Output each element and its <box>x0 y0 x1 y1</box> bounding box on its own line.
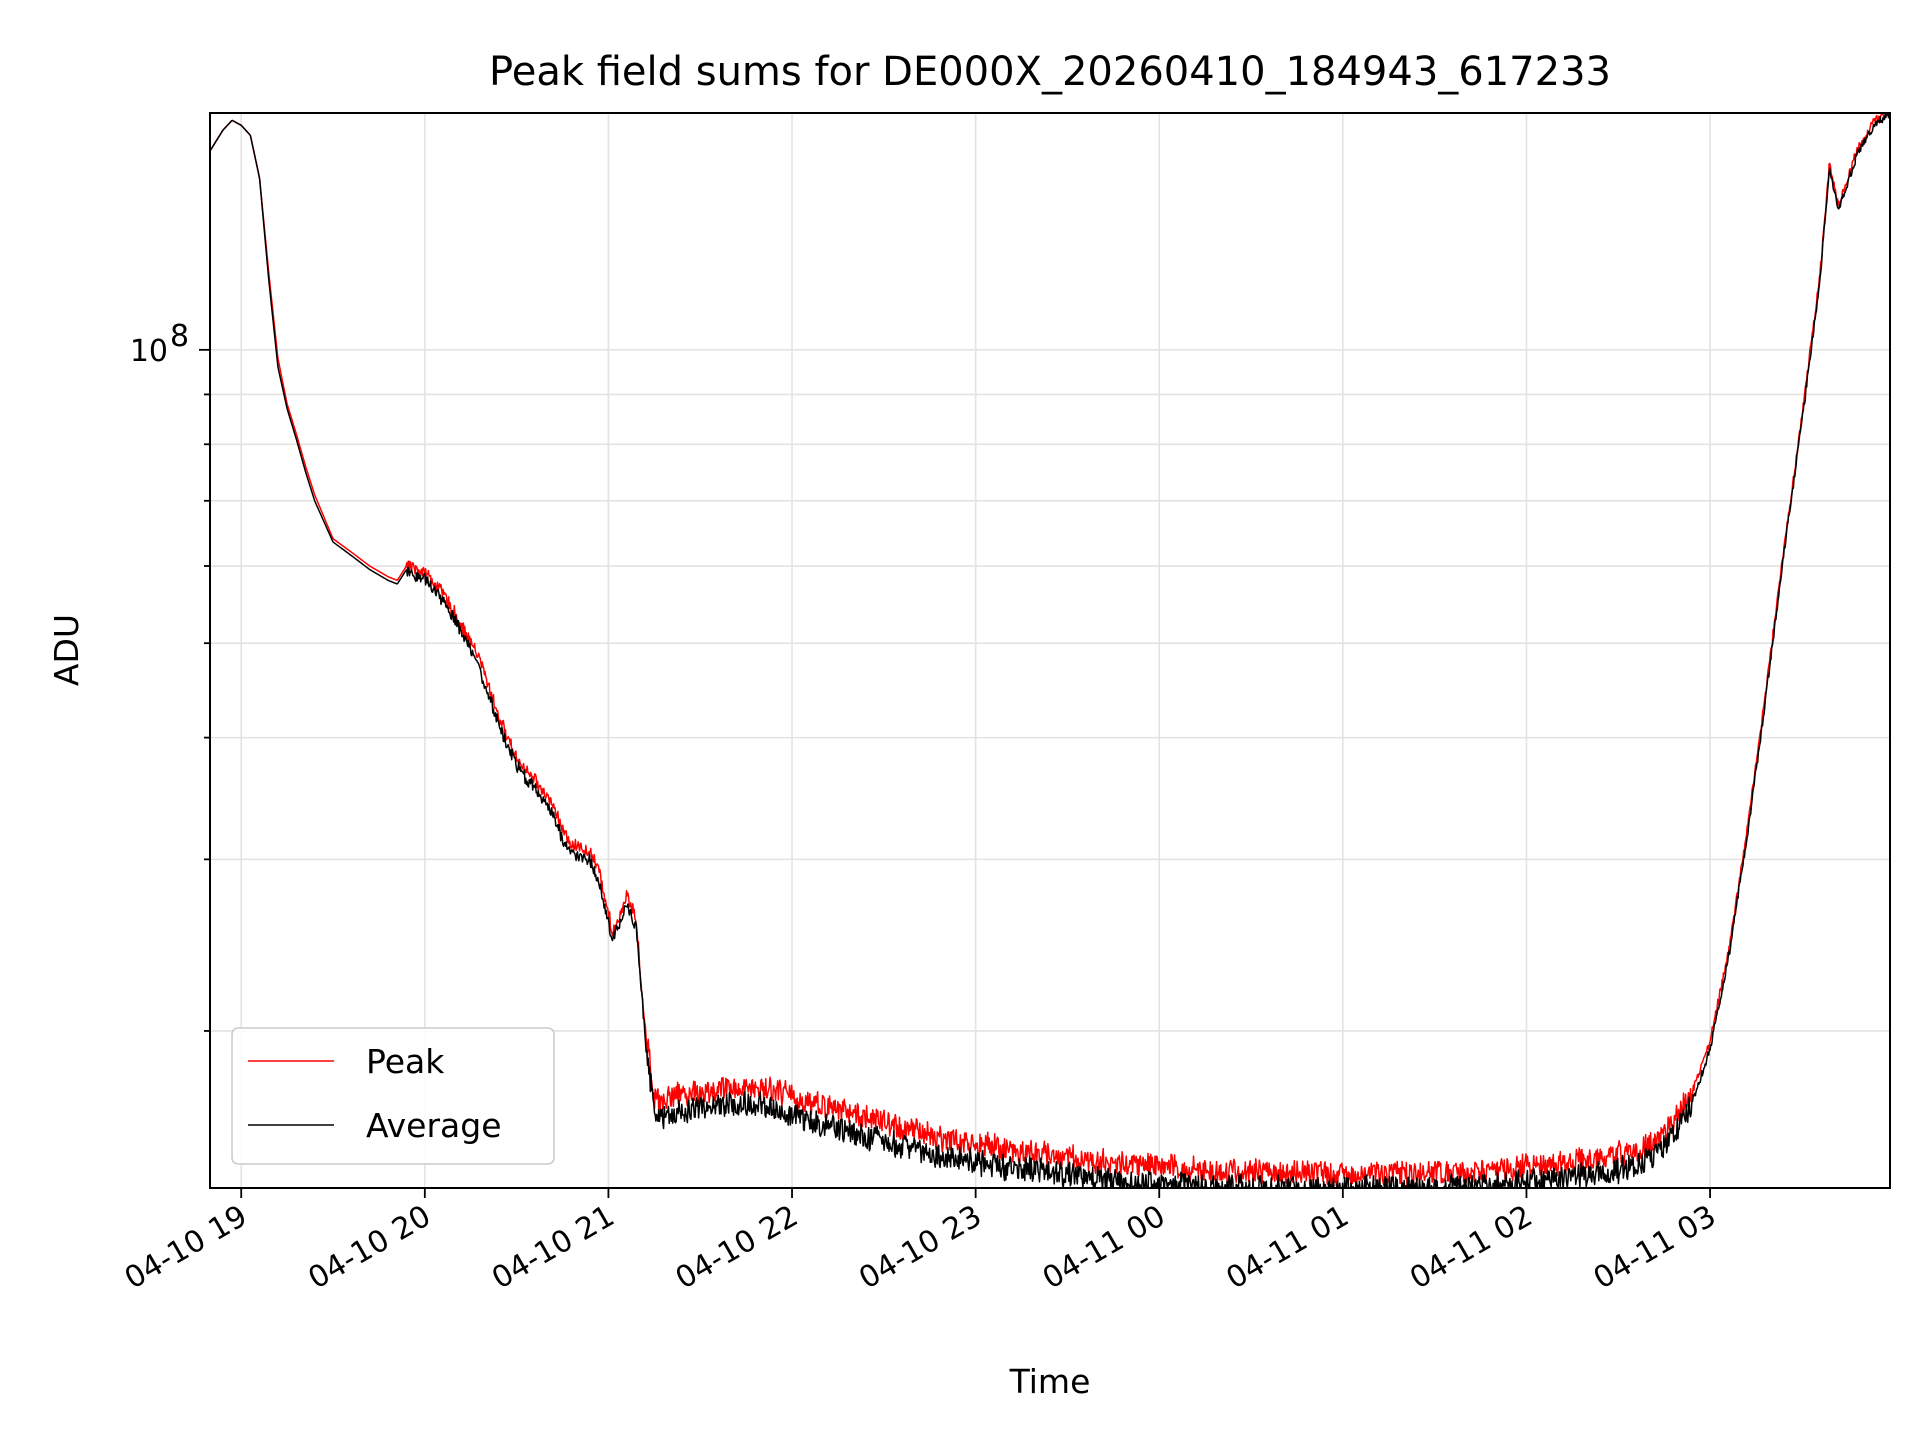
y-tick-label-base: 10 <box>130 334 168 369</box>
y-tick-label: 10 <box>130 334 168 369</box>
x-axis-label: Time <box>1009 1362 1091 1401</box>
y-axis-label: ADU <box>47 614 86 686</box>
legend-label-peak: Peak <box>366 1042 445 1081</box>
legend-box <box>231 1027 555 1165</box>
x-tick-label: 04-11 03 <box>1588 1199 1722 1297</box>
plot-frame <box>209 112 1891 1189</box>
x-tick-label: 04-11 00 <box>1037 1199 1171 1297</box>
chart-title: Peak field sums for DE000X_20260410_1849… <box>489 49 1611 95</box>
series-line-peak <box>210 113 1890 1188</box>
x-tick-label: 04-10 23 <box>853 1199 987 1297</box>
legend: Peak Average <box>231 1027 555 1165</box>
x-tick-label: 04-10 19 <box>119 1199 253 1297</box>
series-line-average <box>210 113 1890 1188</box>
x-tick-label: 04-11 01 <box>1221 1199 1355 1297</box>
x-tick-label: 04-10 21 <box>486 1199 620 1297</box>
y-tick-label-exponent: 8 <box>170 319 189 354</box>
legend-label-average: Average <box>366 1106 502 1145</box>
series-layer <box>210 113 1890 1188</box>
x-tick-label: 04-10 20 <box>303 1199 437 1297</box>
x-tick-label: 04-11 02 <box>1404 1199 1538 1297</box>
x-tick-label: 04-10 22 <box>670 1199 804 1297</box>
grid-layer <box>210 113 1890 1188</box>
